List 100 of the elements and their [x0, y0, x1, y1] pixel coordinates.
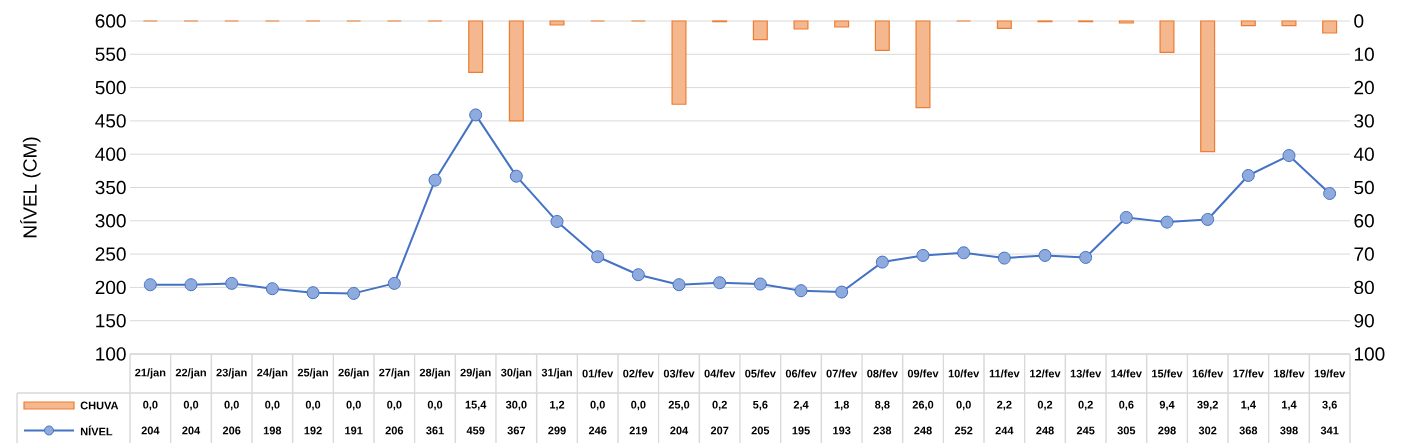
x-tick-label: 22/jan [175, 368, 206, 379]
y-tick-label: 100 [96, 347, 126, 361]
data-label: 0,0 [590, 400, 605, 411]
point [1201, 212, 1215, 226]
data-label: 0,0 [183, 400, 199, 411]
y-tick-label: 150 [96, 313, 126, 328]
x-tick-label: 29/jan [460, 368, 491, 379]
y-tick-label: 250 [95, 247, 126, 261]
y2-tick-label: 50 [1354, 180, 1374, 195]
bar [549, 20, 565, 26]
x-tick-label: 19/fev [1314, 369, 1346, 378]
y2-tick-label: 100 [1354, 347, 1385, 361]
data-label: 5,6 [753, 400, 768, 411]
bar [874, 20, 890, 51]
point [672, 278, 686, 292]
x-tick-label: 21/jan [135, 368, 166, 379]
data-label: 204 [182, 426, 201, 435]
bar [508, 20, 524, 122]
bar [468, 20, 484, 73]
y2-tick-label: 20 [1354, 80, 1374, 95]
point [1119, 210, 1133, 224]
point [794, 284, 808, 298]
bar [793, 20, 809, 30]
data-label: 219 [629, 426, 648, 435]
point [835, 285, 849, 299]
data-label: 1,2 [550, 400, 565, 411]
data-label: 0,0 [427, 400, 443, 411]
point [916, 248, 930, 262]
point [1323, 186, 1337, 200]
point [387, 276, 401, 290]
y-tick-label: 500 [95, 80, 126, 95]
y2-tick-label: 10 [1354, 47, 1374, 62]
data-label: 204 [670, 426, 689, 435]
data-label: 298 [1158, 426, 1176, 435]
point [997, 251, 1011, 265]
x-tick-label: 27/jan [379, 368, 410, 379]
point [428, 173, 442, 187]
data-label: 248 [1036, 426, 1054, 435]
x-tick-label: 18/fev [1274, 369, 1305, 378]
y2-tick-label: 80 [1354, 280, 1374, 295]
point [347, 286, 361, 300]
x-tick-label: 11/fev [989, 369, 1020, 378]
data-label: 1,8 [834, 400, 849, 411]
point [631, 268, 645, 282]
point [225, 276, 239, 290]
data-label: 39,2 [1197, 400, 1218, 411]
data-label: 244 [995, 426, 1014, 435]
point [1241, 169, 1255, 182]
data-label: 1,4 [1282, 400, 1297, 411]
y2-tick-label: 90 [1354, 313, 1374, 328]
point [306, 286, 320, 300]
data-label: 204 [141, 426, 160, 435]
data-label: 302 [1198, 426, 1217, 435]
bar [1240, 20, 1256, 27]
data-label: 8,8 [875, 400, 890, 411]
y-tick-label: 400 [95, 147, 126, 161]
x-tick-label: 17/fev [1233, 369, 1264, 378]
x-tick-label: 28/jan [419, 368, 450, 379]
y-tick-label: 600 [95, 14, 126, 28]
data-label: 15,4 [465, 400, 487, 411]
data-label: 2,2 [997, 400, 1012, 411]
x-tick-label: 14/fev [1111, 369, 1142, 378]
y2-tick-label: 60 [1354, 214, 1374, 228]
data-label: 205 [751, 426, 770, 435]
data-label: 246 [588, 426, 607, 435]
point [550, 214, 564, 228]
x-tick-label: 30/jan [501, 368, 532, 379]
data-label: 193 [833, 426, 851, 435]
data-label: 191 [345, 426, 363, 435]
data-label: 238 [873, 426, 892, 435]
data-label: 0,0 [956, 400, 971, 411]
data-label: 0,2 [1078, 400, 1093, 411]
data-label: 207 [710, 426, 729, 435]
bar [1322, 20, 1338, 34]
x-tick-label: 15/fev [1152, 369, 1183, 378]
data-label: 1,4 [1241, 400, 1256, 411]
x-tick-label: 01/fev [582, 369, 614, 378]
point [753, 277, 767, 291]
data-label: 3,6 [1322, 400, 1337, 411]
point [1282, 149, 1296, 163]
data-label: 206 [222, 426, 241, 435]
point [1038, 248, 1052, 262]
y-tick-label: 550 [95, 47, 126, 62]
data-label: 25,0 [668, 400, 690, 411]
data-label: 361 [426, 426, 444, 435]
data-label: 305 [1117, 426, 1136, 435]
data-label: 398 [1280, 426, 1298, 435]
bar [834, 20, 850, 28]
y-axis-title: NÍVEL (CM) [20, 137, 41, 238]
data-label: 26,0 [912, 400, 934, 411]
point [184, 278, 198, 292]
point [143, 278, 157, 292]
x-tick-label: 16/fev [1192, 369, 1224, 378]
x-tick-label: 31/jan [541, 368, 572, 379]
data-label: 206 [385, 426, 404, 435]
data-label: 252 [954, 426, 973, 435]
x-tick-label: 23/jan [216, 368, 247, 379]
y2-tick-label: 30 [1354, 114, 1374, 128]
data-label: 0,0 [305, 400, 321, 411]
x-tick-label: 07/fev [826, 369, 858, 378]
